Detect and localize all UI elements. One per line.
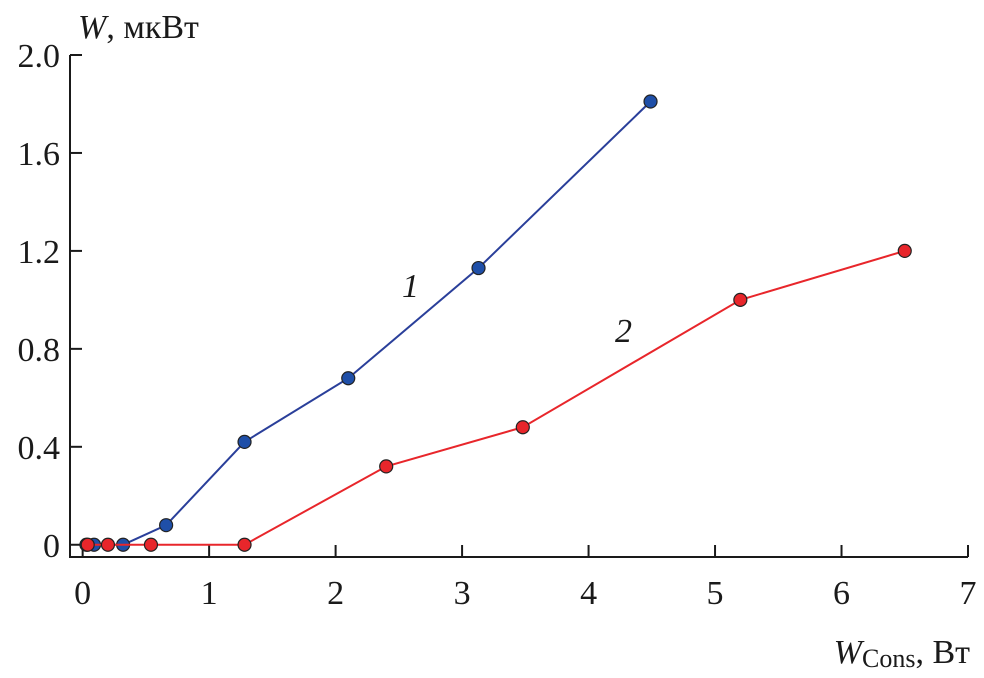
- data-point: [643, 94, 658, 109]
- y-label-unit: , мкВт: [106, 9, 199, 46]
- data-point: [143, 537, 159, 552]
- x-tick-label: 0: [74, 575, 91, 612]
- series-line: [87, 249, 906, 546]
- axes: [69, 55, 968, 558]
- y-tick-label: 2.0: [18, 38, 61, 75]
- data-point: [80, 537, 95, 552]
- x-tick-label: 2: [327, 575, 344, 612]
- y-tick-label: 0.4: [18, 430, 61, 467]
- x-tick-label: 5: [707, 575, 724, 612]
- y-axis-label: W, мкВт: [78, 9, 199, 46]
- data-point: [341, 371, 356, 386]
- x-label-symbol: W: [834, 634, 865, 671]
- data-point: [100, 537, 116, 552]
- series-label: 2: [615, 313, 632, 350]
- data-point: [159, 518, 174, 533]
- x-label-subscript: Cons: [862, 644, 915, 673]
- series-label: 1: [402, 268, 419, 305]
- data-point: [897, 243, 912, 259]
- x-tick-label: 3: [454, 575, 471, 612]
- series-line: [86, 100, 652, 546]
- x-tick-label: 4: [580, 575, 597, 612]
- y-tick-label: 1.6: [18, 136, 61, 173]
- y-tick-label: 0.8: [18, 332, 61, 369]
- data-point: [237, 434, 252, 450]
- y-tick-label: 0: [43, 528, 60, 565]
- data-point: [515, 420, 530, 435]
- y-label-symbol: W: [78, 9, 109, 46]
- x-axis-label: WCons, Вт: [834, 634, 970, 673]
- data-point: [379, 459, 394, 474]
- data-point: [733, 292, 748, 307]
- y-tick-label: 1.2: [18, 234, 61, 271]
- x-tick-label: 7: [960, 575, 977, 612]
- data-point: [471, 260, 486, 276]
- x-label-unit: , Вт: [915, 634, 970, 671]
- x-tick-label: 6: [833, 575, 850, 612]
- x-tick-label: 1: [201, 575, 218, 612]
- data-point: [237, 537, 252, 552]
